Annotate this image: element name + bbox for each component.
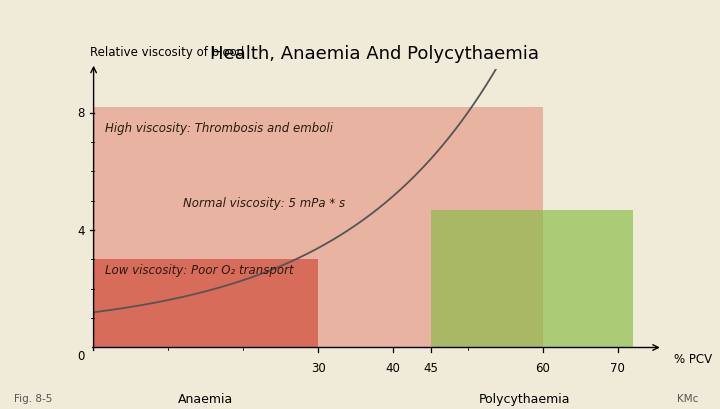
Text: 30: 30 — [311, 361, 325, 374]
Text: 60: 60 — [536, 361, 550, 374]
Text: High viscosity: Thrombosis and emboli: High viscosity: Thrombosis and emboli — [105, 121, 333, 135]
Text: Normal viscosity: 5 mPa * s: Normal viscosity: 5 mPa * s — [184, 196, 346, 209]
Bar — [94, 260, 318, 348]
Text: Polycythaemia: Polycythaemia — [478, 391, 570, 405]
Text: KMc: KMc — [677, 393, 698, 403]
Text: 0: 0 — [77, 349, 85, 362]
Text: Relative viscosity of blood: Relative viscosity of blood — [90, 46, 244, 59]
Text: Anaemia: Anaemia — [179, 391, 233, 405]
Bar — [94, 108, 543, 348]
Text: 4: 4 — [77, 224, 85, 237]
Text: Fig. 8-5: Fig. 8-5 — [14, 393, 53, 403]
Text: 45: 45 — [423, 361, 438, 374]
Text: 70: 70 — [611, 361, 625, 374]
Text: Low viscosity: Poor O₂ transport: Low viscosity: Poor O₂ transport — [105, 263, 294, 276]
Text: 40: 40 — [386, 361, 400, 374]
Bar — [431, 210, 633, 348]
Text: 8: 8 — [77, 107, 85, 120]
Text: % PCV: % PCV — [674, 352, 712, 365]
Title: Health, Anaemia And Polycythaemia: Health, Anaemia And Polycythaemia — [210, 45, 539, 63]
